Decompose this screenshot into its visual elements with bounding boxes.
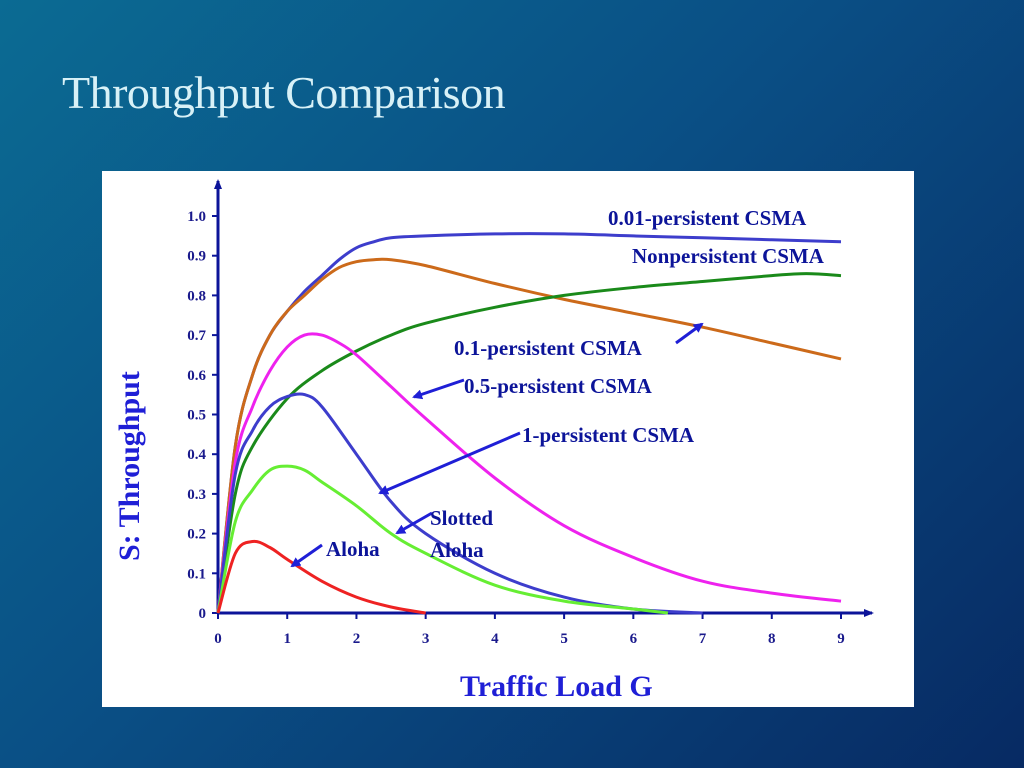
y-tick-label: 0.9 (187, 249, 206, 265)
series-line-0-5-persistent-csma (216, 332, 842, 614)
chart-panel: 0 0.1 0.2 0.3 0.4 0.5 0.6 0.7 0.8 0.9 1.0 0 1 2 3 4 5 6 7… (102, 171, 914, 707)
y-tick-label: 0.2 (187, 527, 206, 543)
arrow-slotted (395, 511, 433, 535)
label-nonpersistent: Nonpersistent CSMA (632, 244, 825, 268)
x-tick-label: 4 (491, 631, 499, 647)
label-0-01-persistent: 0.01-persistent CSMA (608, 206, 807, 230)
y-tick-label: 0.5 (187, 408, 206, 424)
series-group (216, 232, 842, 615)
y-tick-label: 0.1 (187, 566, 206, 582)
label-0-1-persistent: 0.1-persistent CSMA (454, 336, 643, 360)
label-aloha: Aloha (326, 537, 380, 561)
y-tick-label: 0.8 (187, 288, 206, 304)
y-tick-label: 1.0 (187, 209, 206, 225)
x-tick-label: 9 (837, 631, 845, 647)
x-tick-label: 0 (214, 631, 222, 647)
label-0-5-persistent: 0.5-persistent CSMA (464, 374, 653, 398)
arrow-p1 (378, 431, 521, 495)
y-tick-label: 0.7 (187, 328, 206, 344)
arrow-aloha (290, 543, 323, 568)
x-tick-label: 7 (699, 631, 707, 647)
series-line-aloha (216, 539, 426, 615)
y-tick-group: 0 0.1 0.2 0.3 0.4 0.5 0.6 0.7 0.8 0.9 1.0 (187, 209, 218, 622)
y-tick-label: 0.3 (187, 487, 206, 503)
label-1-persistent: 1-persistent CSMA (522, 423, 695, 447)
series-line-nonpersistent-csma (216, 257, 842, 614)
x-tick-label: 3 (422, 631, 430, 647)
x-tick-label: 1 (283, 631, 291, 647)
arrow-p01 (675, 322, 704, 345)
arrow-p05 (412, 378, 465, 400)
series-line-0-1-persistent-csma (216, 272, 842, 614)
x-tick-group: 0 1 2 3 4 5 6 7 8 9 (214, 613, 845, 647)
slide-title: Throughput Comparison (62, 67, 506, 118)
y-axis-title: S: Throughput (113, 371, 146, 561)
x-tick-label: 5 (560, 631, 568, 647)
label-slotted-aloha: Aloha (430, 538, 484, 562)
x-tick-label: 2 (353, 631, 361, 647)
y-tick-label: 0.6 (187, 368, 206, 384)
x-tick-label: 8 (768, 631, 776, 647)
series-line-slotted-aloha (216, 464, 669, 615)
label-slotted: Slotted (430, 506, 493, 530)
throughput-chart: 0 0.1 0.2 0.3 0.4 0.5 0.6 0.7 0.8 0.9 1.0 0 1 2 3 4 5 6 7… (113, 179, 874, 703)
y-tick-label: 0.4 (187, 447, 206, 463)
series-line-1-persistent-csma (216, 392, 703, 615)
y-tick-label: 0 (199, 606, 207, 622)
x-tick-label: 6 (630, 631, 638, 647)
x-axis-title: Traffic Load G (460, 670, 653, 703)
